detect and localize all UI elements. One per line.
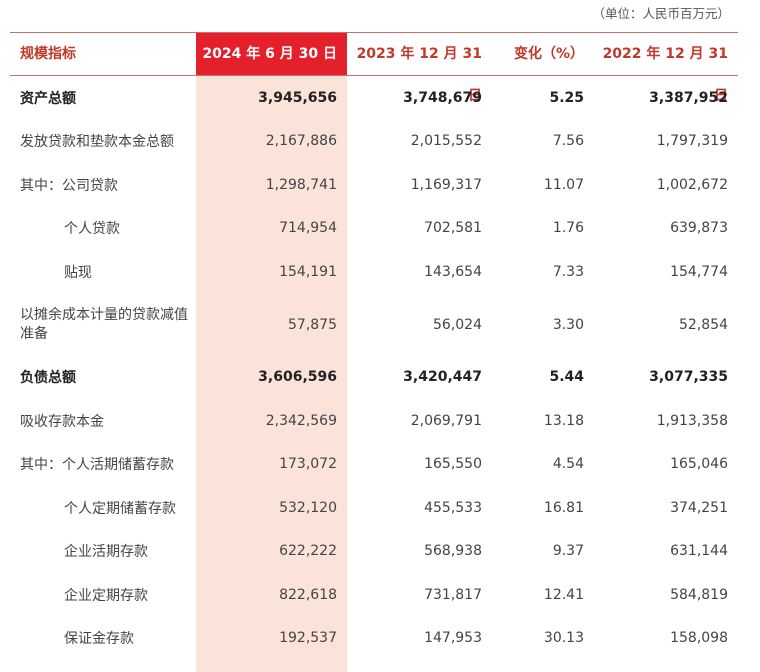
value-2023-12-31: 3,420,447: [403, 369, 482, 386]
table-row: 吸收存款本金 2,342,569 2,069,791 13.18 1,913,358: [10, 399, 738, 443]
value-2024-06-30: 192,537: [279, 630, 337, 647]
value-2022-12-31: 1,797,319: [656, 133, 728, 150]
value-2024-06-30: 822,618: [279, 586, 337, 603]
value-2023-12-31: 1,169,317: [410, 176, 482, 193]
value-2023-12-31: 2,015,552: [410, 133, 482, 150]
value-2023-12-31: 731,817: [424, 586, 482, 603]
value-2024-06-30: 57,875: [288, 316, 337, 333]
value-2023-12-31: 702,581: [424, 220, 482, 237]
value-2022-12-31: 584,819: [670, 586, 728, 603]
value-2022-12-31: 1,002,672: [656, 176, 728, 193]
row-label: 发放贷款和垫款本金总额: [20, 134, 174, 151]
row-label: 其中：公司贷款: [20, 177, 118, 194]
value-2023-12-31: 455,533: [424, 499, 482, 516]
unit-note: （单位：人民币百万元）: [592, 6, 730, 21]
value-2022-12-31: 3,387,952: [649, 89, 728, 106]
table-row: 保证金存款 192,537 147,953 30.13 158,098: [10, 617, 738, 661]
value-2024-06-30: 173,072: [279, 456, 337, 473]
highlight-column: [196, 32, 347, 672]
value-change-pct: 9.37: [552, 543, 584, 560]
value-2022-12-31: 154,774: [670, 263, 728, 280]
value-2024-06-30: 2,167,886: [265, 133, 337, 150]
table-row: 企业活期存款 622,222 568,938 9.37 631,144: [10, 530, 738, 574]
value-2023-12-31: 2,069,791: [410, 412, 482, 429]
value-2022-12-31: 3,077,335: [649, 369, 728, 386]
table-row: 其中：公司贷款 1,298,741 1,169,317 11.07 1,002,672: [10, 163, 738, 207]
value-2022-12-31: 165,046: [670, 456, 728, 473]
header-change-pct: 变化（%）: [513, 46, 584, 62]
value-2024-06-30: 2,342,569: [265, 412, 337, 429]
value-2023-12-31: 147,953: [424, 630, 482, 647]
value-2023-12-31: 165,550: [424, 456, 482, 473]
value-change-pct: 5.25: [549, 89, 584, 106]
row-label: 个人贷款: [64, 221, 120, 238]
table-header: 规模指标 2024 年 6 月 30 日 2023 年 12 月 31 日 变化…: [10, 32, 738, 104]
row-label: 资产总额: [20, 90, 76, 107]
scale-indicators-table: 规模指标 2024 年 6 月 30 日 2023 年 12 月 31 日 变化…: [10, 32, 738, 672]
header-label: 规模指标: [20, 46, 76, 62]
value-change-pct: 11.07: [543, 176, 584, 193]
value-2022-12-31: 639,873: [670, 220, 728, 237]
row-label: 个人定期储蓄存款: [64, 500, 176, 517]
value-2024-06-30: 532,120: [279, 499, 337, 516]
value-change-pct: 3.30: [552, 316, 584, 333]
value-change-pct: 7.33: [552, 263, 584, 280]
row-label: 以摊余成本计量的贷款减值准备: [20, 306, 188, 342]
value-change-pct: 16.81: [543, 499, 584, 516]
value-2024-06-30: 3,606,596: [258, 369, 337, 386]
value-2022-12-31: 52,854: [679, 316, 728, 333]
header-2024-06-30: 2024 年 6 月 30 日: [196, 33, 347, 75]
header-2022-12-31: 2022 年 12 月 31 日: [602, 46, 728, 104]
row-label: 其中：个人活期储蓄存款: [20, 457, 174, 474]
value-2024-06-30: 1,298,741: [265, 176, 337, 193]
value-2024-06-30: 622,222: [279, 543, 337, 560]
value-change-pct: 30.13: [543, 630, 584, 647]
header-2023-12-31: 2023 年 12 月 31 日: [356, 46, 482, 104]
value-change-pct: 4.54: [552, 456, 584, 473]
row-label: 保证金存款: [64, 631, 134, 648]
value-change-pct: 13.18: [543, 412, 584, 429]
table-row: 资产总额 3,945,656 3,748,679 5.25 3,387,952: [10, 76, 738, 120]
table-row: 负债总额 3,606,596 3,420,447 5.44 3,077,335: [10, 356, 738, 400]
row-label: 企业活期存款: [64, 544, 148, 561]
table-row: 个人定期储蓄存款 532,120 455,533 16.81 374,251: [10, 486, 738, 530]
value-2022-12-31: 374,251: [670, 499, 728, 516]
value-2024-06-30: 3,945,656: [258, 89, 337, 106]
table-row: 其中：个人活期储蓄存款 173,072 165,550 4.54 165,046: [10, 443, 738, 487]
table-row: 以摊余成本计量的贷款减值准备 57,875 56,024 3.30 52,854: [10, 294, 738, 356]
value-2023-12-31: 143,654: [424, 263, 482, 280]
value-change-pct: 1.76: [552, 220, 584, 237]
table-row: 发放贷款和垫款本金总额 2,167,886 2,015,552 7.56 1,797,3…: [10, 120, 738, 164]
row-label: 贴现: [64, 264, 92, 281]
table-row: 企业定期存款 822,618 731,817 12.41 584,819: [10, 573, 738, 617]
value-2024-06-30: 154,191: [279, 263, 337, 280]
value-2022-12-31: 158,098: [670, 630, 728, 647]
row-label: 吸收存款本金: [20, 413, 104, 430]
row-label: 负债总额: [20, 370, 76, 387]
value-2022-12-31: 631,144: [670, 543, 728, 560]
value-2022-12-31: 1,913,358: [656, 412, 728, 429]
value-2024-06-30: 714,954: [279, 220, 337, 237]
value-2023-12-31: 568,938: [424, 543, 482, 560]
value-change-pct: 12.41: [543, 586, 584, 603]
row-label: 企业定期存款: [64, 587, 148, 604]
value-change-pct: 7.56: [552, 133, 584, 150]
table-row: 个人贷款 714,954 702,581 1.76 639,873: [10, 207, 738, 251]
value-change-pct: 5.44: [549, 369, 584, 386]
table-row: 贴现 154,191 143,654 7.33 154,774: [10, 250, 738, 294]
value-2023-12-31: 56,024: [433, 316, 482, 333]
value-2023-12-31: 3,748,679: [403, 89, 482, 106]
